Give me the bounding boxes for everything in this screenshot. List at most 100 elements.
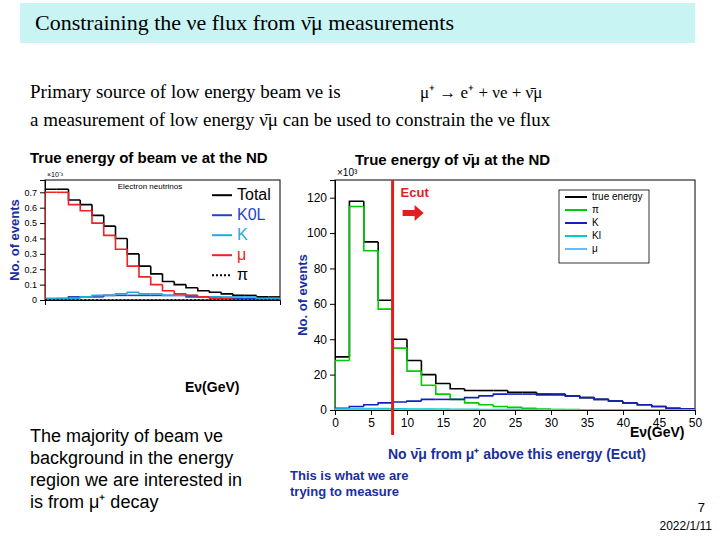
y-tick-mark xyxy=(330,304,335,305)
histogram-step xyxy=(493,405,507,407)
chart: 02040608010012005101520253035404550true … xyxy=(290,151,702,499)
page-number: 7 xyxy=(698,500,705,515)
y-tick-mark xyxy=(40,208,45,209)
histogram-step xyxy=(245,296,257,298)
chart-heading: True energy of beam νe at the ND xyxy=(30,149,268,166)
chart-heading: True energy of ν̄μ at the ND xyxy=(355,151,550,168)
histogram-step xyxy=(45,192,57,300)
histogram-step xyxy=(92,295,104,297)
histogram-step xyxy=(681,407,695,409)
histogram-step xyxy=(268,299,280,300)
histogram-step xyxy=(407,339,421,360)
legend-swatch xyxy=(565,235,587,237)
histogram-step xyxy=(623,409,637,410)
y-tick-mark xyxy=(330,268,335,269)
plot-frame xyxy=(45,180,280,300)
y-tick-label: 0.1 xyxy=(24,280,37,290)
histogram-step xyxy=(198,295,210,297)
x-tick-mark xyxy=(407,410,408,415)
x-tick-label: 0 xyxy=(332,416,339,430)
x-axis xyxy=(46,301,281,306)
histogram-step xyxy=(637,403,651,405)
histogram-step xyxy=(116,295,128,297)
histogram-step xyxy=(652,409,666,410)
histogram-step xyxy=(522,407,536,409)
x-tick: 50 xyxy=(689,410,703,430)
histogram-step xyxy=(335,409,349,410)
histogram-step xyxy=(450,399,464,401)
histogram-step xyxy=(268,299,280,300)
histogram-step xyxy=(151,293,163,295)
histogram-step xyxy=(508,391,522,393)
legend-label: Kl xyxy=(592,230,601,241)
histogram-step xyxy=(139,254,151,266)
histogram-step xyxy=(407,348,421,371)
histogram-step xyxy=(349,207,363,361)
histogram-step xyxy=(421,371,435,385)
annotation: No ν̄μ from μ⁺ above this energy (Ecut) xyxy=(388,446,646,462)
histogram-step xyxy=(609,409,623,410)
histogram-step xyxy=(174,291,186,294)
legend-label: true energy xyxy=(592,191,643,202)
legend-box xyxy=(559,190,649,263)
histogram-step xyxy=(493,390,507,392)
histogram-series xyxy=(335,409,695,410)
histogram-step xyxy=(186,295,198,297)
histogram-step xyxy=(210,299,222,300)
cut-label: Ecut xyxy=(401,185,430,200)
histogram-step xyxy=(257,297,269,299)
legend-swatch xyxy=(565,222,587,224)
note-line: background in the energy xyxy=(30,448,233,468)
histogram-step xyxy=(104,223,116,235)
histogram-series xyxy=(45,189,280,300)
histogram-step xyxy=(666,406,680,408)
y-tick-label: 120 xyxy=(307,191,327,205)
y-tick-label: 0.5 xyxy=(24,218,37,228)
y-tick: 0.5 xyxy=(24,218,45,228)
y-tick-mark xyxy=(40,254,45,255)
histogram-step xyxy=(623,401,637,403)
histogram-step xyxy=(393,408,407,410)
histogram-step xyxy=(537,409,551,410)
y-tick: 120 xyxy=(307,191,335,205)
histogram-step xyxy=(652,405,666,407)
histogram-step xyxy=(92,205,104,216)
x-tick-label: 40 xyxy=(617,416,631,430)
note-line: The majority of beam νe xyxy=(30,426,223,446)
formula: μ⁺ → e⁺ + νe + ν̄μ xyxy=(420,83,542,102)
legend-label: π xyxy=(592,204,599,215)
histogram-step xyxy=(681,407,695,409)
histogram-step xyxy=(80,297,92,299)
histogram-step xyxy=(623,401,637,403)
histogram-step xyxy=(233,296,245,298)
histogram-step xyxy=(537,393,551,395)
histogram-step xyxy=(45,299,57,300)
histogram-step xyxy=(580,396,594,398)
histogram-step xyxy=(245,299,257,300)
chart: 00.10.20.30.40.50.60.7TotalK0LKμπTrue en… xyxy=(7,149,281,395)
marks xyxy=(45,189,280,300)
y-tick-mark xyxy=(330,339,335,340)
y-axis: 00.10.20.30.40.50.60.7 xyxy=(24,181,45,306)
histogram-step xyxy=(104,215,116,226)
x-tick-label: 20 xyxy=(473,416,487,430)
histogram-step xyxy=(257,299,269,300)
histogram-step xyxy=(565,394,579,396)
histogram-step xyxy=(57,298,69,300)
histogram-step xyxy=(508,409,522,410)
histogram-step xyxy=(257,295,269,297)
x-tick-label: 30 xyxy=(545,416,559,430)
histogram-step xyxy=(80,205,92,211)
histogram-step xyxy=(163,295,175,297)
histogram-step xyxy=(479,390,493,392)
slide-canvas: Constraining the νe flux from ν̄μ measur… xyxy=(0,0,720,540)
legend: true energyπKKlμ xyxy=(559,190,649,263)
x-tick: 20 xyxy=(473,410,487,430)
text-line: Primary source of low energy beam νe is xyxy=(30,81,341,102)
note-line: region we are interested in xyxy=(30,470,242,490)
histogram-step xyxy=(479,409,493,410)
histogram-step xyxy=(594,409,608,410)
legend-label: μ xyxy=(237,246,246,263)
histogram-step xyxy=(537,392,551,394)
y-tick: 20 xyxy=(314,368,335,382)
